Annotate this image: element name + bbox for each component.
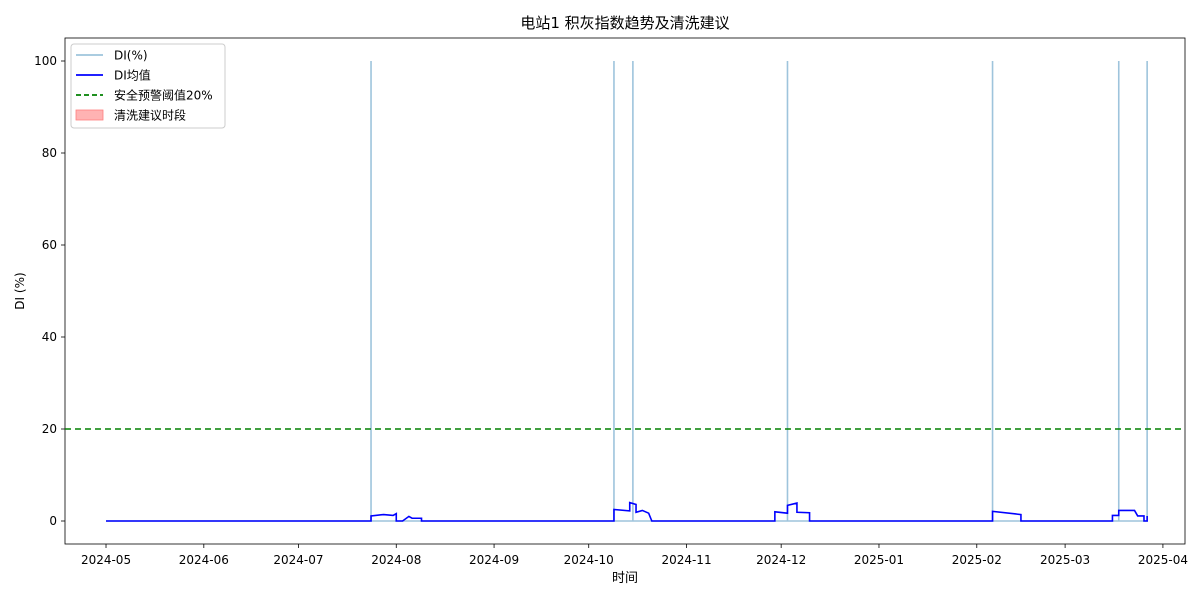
legend-box (70, 43, 226, 129)
series-layer (65, 61, 1185, 522)
x-tick-label: 2024-11 (661, 553, 711, 567)
x-axis: 2024-05 2024-06 2024-07 2024-08 2024-09 2024-… (81, 544, 1188, 567)
x-tick-label: 2024-09 (469, 553, 519, 567)
y-axis-label: DI (%) (13, 272, 27, 309)
x-tick-label: 2024-10 (564, 553, 614, 567)
x-tick-label: 2025-01 (854, 553, 904, 567)
plot-frame (64, 37, 1186, 545)
y-tick-label: 80 (42, 146, 57, 160)
x-axis-label: 时间 (612, 571, 638, 586)
x-tick-label: 2025-04 (1138, 553, 1188, 567)
series-di-line (106, 61, 1148, 522)
x-tick-label: 2024-12 (756, 553, 806, 567)
x-tick-label: 2024-08 (371, 553, 421, 567)
series-di-mean-line (106, 501, 1148, 522)
legend-label: 安全预警阈值20% (114, 88, 213, 103)
y-tick-label: 40 (42, 330, 57, 344)
legend-label: DI(%) (114, 49, 148, 63)
y-axis: 0 20 40 60 80 100 (34, 54, 65, 528)
y-tick-label: 60 (42, 238, 57, 252)
y-tick-label: 20 (42, 422, 57, 436)
x-tick-label: 2025-03 (1040, 553, 1090, 567)
x-tick-label: 2024-07 (273, 553, 323, 567)
y-tick-label: 100 (34, 54, 57, 68)
legend-label: 清洗建议时段 (114, 108, 186, 123)
x-tick-label: 2024-05 (81, 553, 131, 567)
y-tick-label: 0 (49, 514, 57, 528)
legend-label: DI均值 (114, 68, 151, 83)
chart-title: 电站1 积灰指数趋势及清洗建议 (520, 14, 729, 32)
legend-swatch (75, 109, 104, 121)
x-tick-label: 2024-06 (179, 553, 229, 567)
x-tick-label: 2025-02 (952, 553, 1002, 567)
